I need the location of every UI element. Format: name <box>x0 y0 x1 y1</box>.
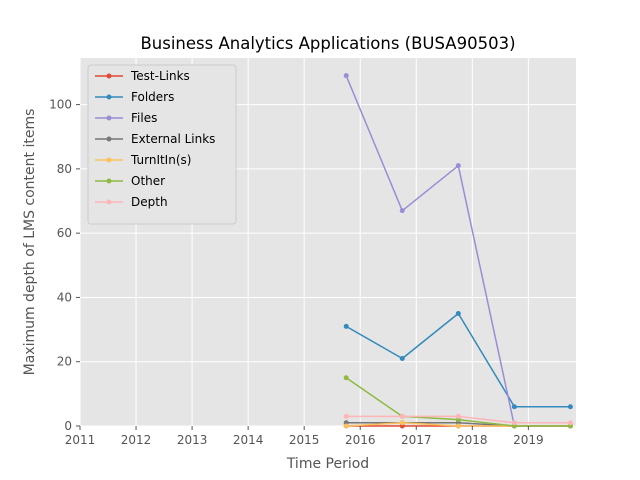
legend-label: Test-Links <box>130 69 190 83</box>
series-folders <box>343 311 573 410</box>
data-point-depth <box>455 413 461 419</box>
x-tick-label: 2014 <box>233 433 264 447</box>
y-axis-label: Maximum depth of LMS content items <box>22 109 38 376</box>
legend-marker <box>106 136 112 142</box>
x-tick-label: 2019 <box>513 433 544 447</box>
data-point-folders <box>343 323 349 329</box>
data-point-turnitin-s <box>455 423 461 429</box>
legend-item: Folders <box>95 90 174 104</box>
y-tick-label: 100 <box>49 98 72 112</box>
x-tick-label: 2016 <box>345 433 376 447</box>
y-tick-label: 20 <box>57 355 72 369</box>
data-point-other <box>343 375 349 381</box>
x-tick-label: 2011 <box>65 433 96 447</box>
legend-item: TurnItIn(s) <box>95 153 191 167</box>
data-point-depth <box>399 413 405 419</box>
data-point-depth <box>343 413 349 419</box>
x-tick-label: 2018 <box>457 433 488 447</box>
data-point-turnitin-s <box>343 423 349 429</box>
series-layer <box>343 73 573 429</box>
legend-label: Other <box>131 174 165 188</box>
x-axis-label: Time Period <box>286 456 369 472</box>
y-tick-label: 60 <box>57 226 72 240</box>
x-tick-label: 2012 <box>121 433 152 447</box>
series-depth <box>343 413 573 426</box>
legend-marker <box>106 157 112 163</box>
legend-item: Other <box>95 174 165 188</box>
legend-label: TurnItIn(s) <box>130 153 191 167</box>
ticks: 2011 2012 2013 2014 2015 2016 2017 2018 2019 0 20 4… <box>49 98 544 447</box>
legend-box <box>87 64 237 225</box>
legend-item: Depth <box>95 195 168 209</box>
legend-label: Depth <box>131 195 168 209</box>
legend-marker <box>106 199 112 205</box>
legend-marker <box>106 94 112 100</box>
legend-item: Files <box>95 111 157 125</box>
legend-item: Test-Links <box>95 69 190 83</box>
data-point-folders <box>455 311 461 317</box>
data-point-folders <box>511 404 517 410</box>
legend-marker <box>106 115 112 121</box>
data-point-depth <box>511 420 517 426</box>
legend-label: Files <box>131 111 157 125</box>
legend-marker <box>106 73 112 79</box>
y-tick-label: 0 <box>64 419 72 433</box>
legend-label: Folders <box>131 90 174 104</box>
data-point-depth <box>567 420 573 426</box>
legend-marker <box>106 178 112 184</box>
legend: Test-Links Folders Files External Links Turn… <box>87 64 237 225</box>
data-point-turnitin-s <box>399 420 405 426</box>
y-tick-label: 80 <box>57 162 72 176</box>
data-point-files <box>399 208 405 214</box>
data-point-files <box>343 73 349 79</box>
x-tick-label: 2017 <box>401 433 432 447</box>
legend-item: External Links <box>95 132 215 146</box>
x-tick-label: 2015 <box>289 433 320 447</box>
data-point-files <box>455 163 461 169</box>
data-point-folders <box>567 404 573 410</box>
legend-label: External Links <box>131 132 215 146</box>
y-tick-label: 40 <box>57 290 72 304</box>
data-point-folders <box>399 356 405 362</box>
chart-title: Business Analytics Applications (BUSA905… <box>140 34 515 53</box>
x-tick-label: 2013 <box>177 433 208 447</box>
